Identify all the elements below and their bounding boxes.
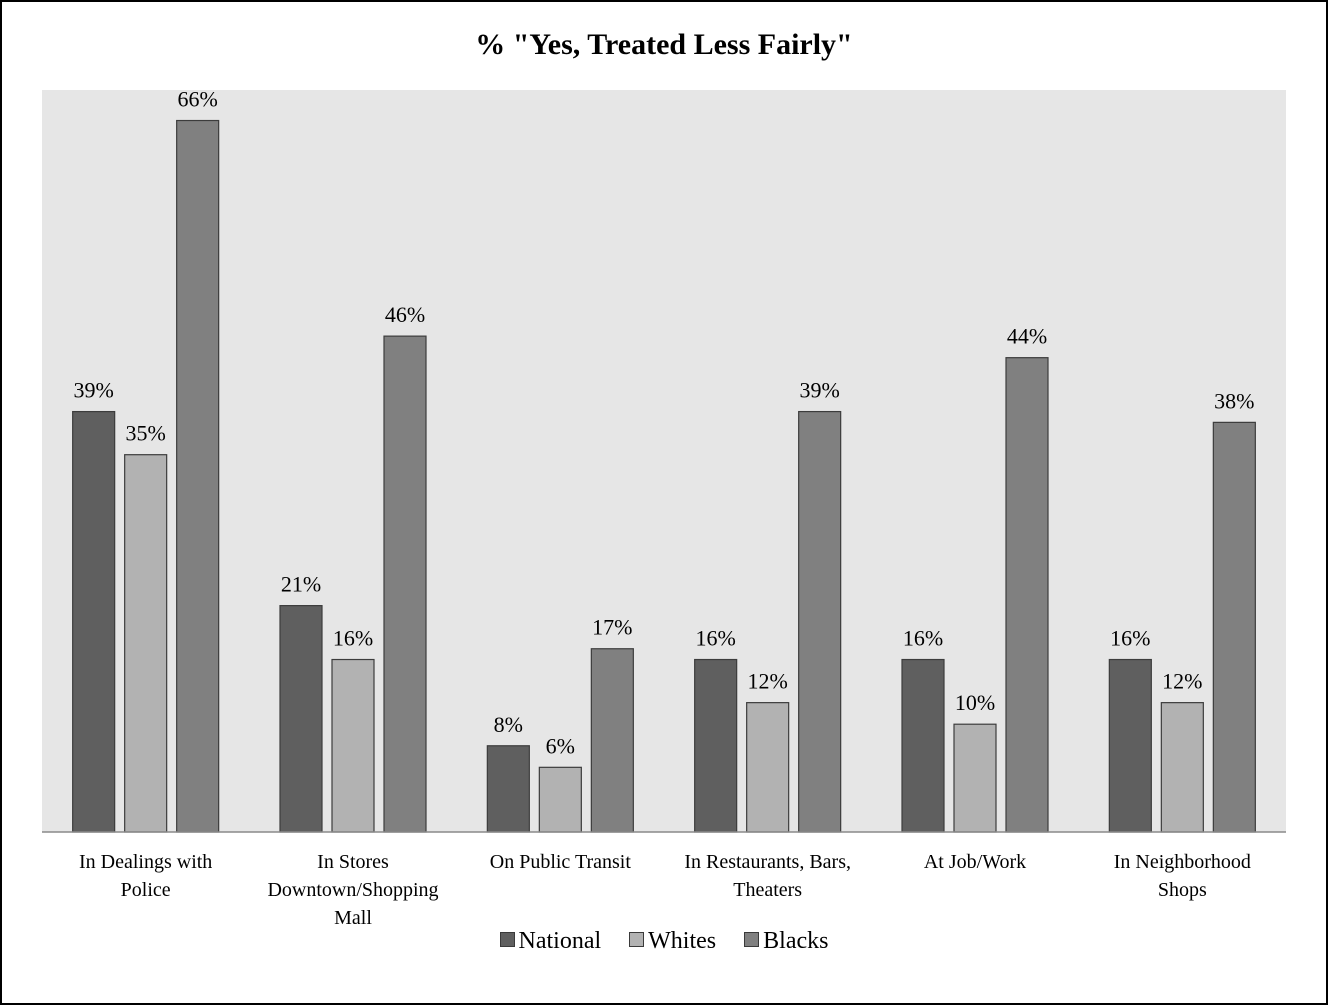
data-label-whites-0: 35% <box>126 421 166 446</box>
data-label-national-4: 16% <box>903 626 943 651</box>
data-label-whites-2: 6% <box>546 733 575 758</box>
category-label-0: In Dealings with Police <box>79 851 212 901</box>
data-label-national-1: 21% <box>281 572 321 597</box>
legend-item-national: National <box>499 928 602 955</box>
bar-blacks-5 <box>1212 421 1256 833</box>
legend-swatch-national <box>499 932 515 947</box>
bar-national-2 <box>486 745 530 833</box>
legend-label-national: National <box>518 928 602 954</box>
bar-whites-2 <box>538 766 582 833</box>
category-label-3: In Restaurants, Bars, Theaters <box>684 851 851 901</box>
legend-item-whites: Whites <box>629 928 716 955</box>
legend-label-blacks: Blacks <box>763 928 829 954</box>
bar-blacks-0 <box>176 119 220 833</box>
bar-whites-0 <box>124 454 168 833</box>
bar-national-3 <box>694 658 738 833</box>
data-label-national-2: 8% <box>494 712 523 737</box>
bar-national-1 <box>279 605 323 833</box>
bar-blacks-4 <box>1005 357 1049 833</box>
legend-label-whites: Whites <box>648 928 717 954</box>
legend-item-blacks: Blacks <box>744 928 828 955</box>
bar-national-5 <box>1108 658 1152 833</box>
data-label-whites-3: 12% <box>748 669 788 694</box>
bar-blacks-3 <box>798 410 842 833</box>
data-label-whites-4: 10% <box>955 690 995 715</box>
data-label-blacks-4: 44% <box>1007 324 1047 349</box>
data-label-blacks-2: 17% <box>592 615 632 640</box>
bar-whites-3 <box>746 702 790 833</box>
bar-national-0 <box>72 410 116 833</box>
data-label-whites-5: 12% <box>1162 669 1202 694</box>
category-label-5: In Neighborhood Shops <box>1114 851 1251 901</box>
data-label-national-5: 16% <box>1110 626 1150 651</box>
data-label-national-3: 16% <box>696 626 736 651</box>
bar-whites-5 <box>1160 702 1204 833</box>
category-label-4: At Job/Work <box>924 851 1026 873</box>
data-label-blacks-5: 38% <box>1214 388 1254 413</box>
category-label-2: On Public Transit <box>490 851 632 873</box>
category-label-1: In Stores Downtown/Shopping Mall <box>267 851 438 929</box>
data-label-national-0: 39% <box>74 378 114 403</box>
data-label-whites-1: 16% <box>333 626 373 651</box>
bar-blacks-1 <box>383 335 427 833</box>
plot-area <box>42 90 1286 832</box>
data-label-blacks-1: 46% <box>385 302 425 327</box>
chart-legend: National Whites Blacks <box>0 928 1328 955</box>
legend-swatch-blacks <box>744 932 760 947</box>
data-label-blacks-3: 39% <box>800 378 840 403</box>
bar-blacks-2 <box>590 648 634 833</box>
bar-national-4 <box>901 658 945 833</box>
data-label-blacks-0: 66% <box>178 87 218 112</box>
chart-title: % "Yes, Treated Less Fairly" <box>475 28 853 61</box>
bar-whites-4 <box>953 723 997 833</box>
bar-whites-1 <box>331 658 375 833</box>
legend-swatch-whites <box>629 932 645 947</box>
